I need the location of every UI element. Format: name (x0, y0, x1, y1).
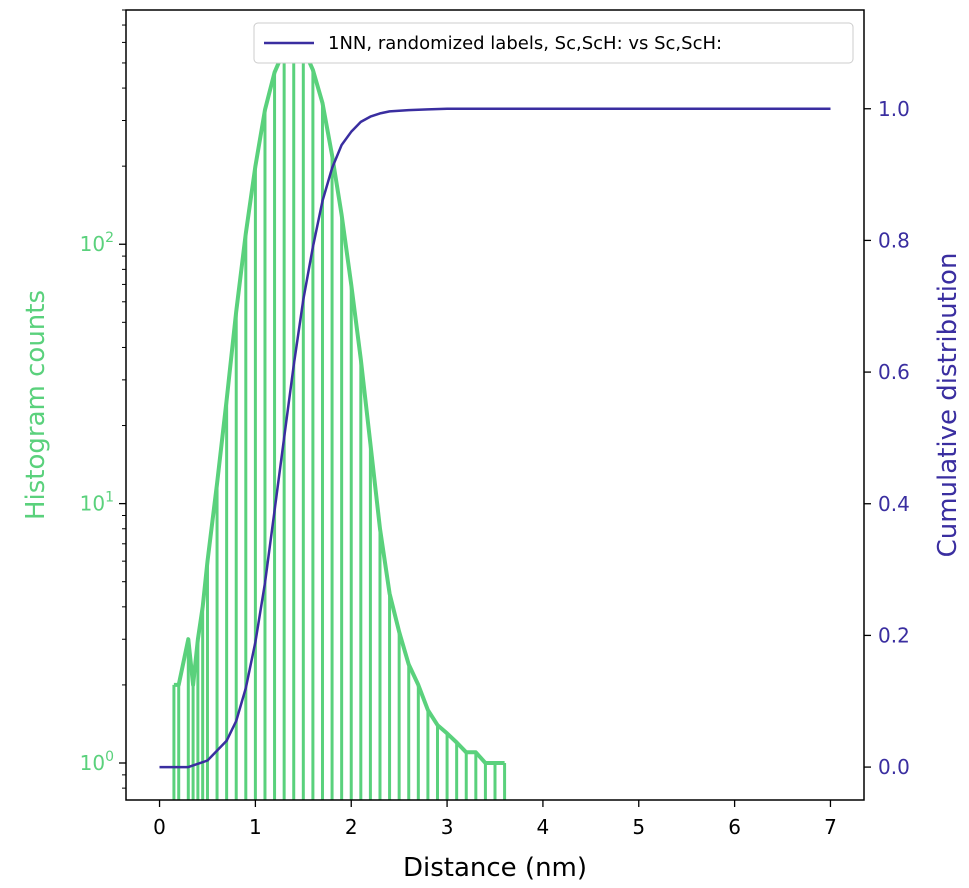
left-axis-label: Histogram counts (21, 290, 51, 520)
x-axis-ticks: 0 1 2 3 4 5 6 7 (153, 800, 837, 839)
x-tick-label: 1 (249, 815, 262, 839)
left-tick-label: 100 (80, 749, 114, 775)
right-axis-label: Cumulative distribution (933, 253, 963, 558)
right-tick-label: 0.2 (878, 623, 910, 647)
left-axis-ticks: 100 101 102 (80, 9, 126, 789)
right-tick-label: 0.0 (878, 755, 910, 779)
cumulative-layer (159, 107, 831, 769)
left-tick-label: 102 (80, 230, 114, 256)
right-axis-ticks: 0.0 0.2 0.4 0.6 0.8 1.0 (864, 97, 910, 779)
histogram-layer (172, 40, 507, 800)
x-tick-label: 3 (441, 815, 454, 839)
cumulative-series-line (159, 107, 831, 769)
legend-label-cumulative: 1NN, randomized labels, Sc,ScH: vs Sc,Sc… (328, 33, 722, 54)
x-tick-label: 0 (153, 815, 166, 839)
plot-frame (125, 9, 865, 801)
legend: 1NN, randomized labels, Sc,ScH: vs Sc,Sc… (253, 22, 854, 64)
x-tick-label: 5 (632, 815, 645, 839)
right-tick-label: 1.0 (878, 97, 910, 121)
x-axis-label: Distance (nm) (403, 853, 587, 883)
x-tick-label: 7 (824, 815, 837, 839)
left-tick-label: 101 (80, 490, 114, 516)
x-tick-label: 6 (728, 815, 741, 839)
x-tick-label: 2 (345, 815, 358, 839)
right-tick-label: 0.4 (878, 492, 910, 516)
legend-box (253, 22, 854, 64)
right-tick-label: 0.6 (878, 360, 910, 384)
right-tick-label: 0.8 (878, 228, 910, 252)
histogram-series-line (173, 40, 505, 765)
x-tick-label: 4 (537, 815, 550, 839)
